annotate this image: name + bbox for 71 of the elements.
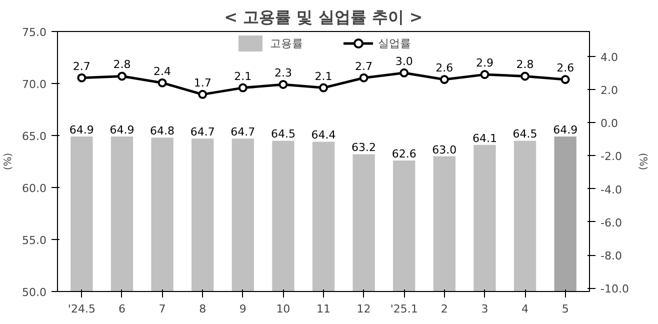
- data-label: 64.5: [270, 128, 296, 141]
- point: [520, 72, 530, 81]
- point: [319, 83, 328, 92]
- data-label: 64.8: [150, 124, 175, 138]
- data-label: 2.8: [516, 58, 534, 72]
- data-label: 64.7: [230, 126, 256, 139]
- x-tick-label: 11: [316, 302, 330, 316]
- y2-tick-label: -4.0: [600, 183, 622, 196]
- data-label: 2.1: [314, 70, 332, 83]
- data-label: 64.9: [553, 124, 578, 137]
- data-label: 62.6: [392, 147, 416, 160]
- point: [560, 75, 570, 84]
- x-tick-label: '24.5: [68, 302, 96, 316]
- chart-title: < 고용률 및 실업률 추이 >: [224, 8, 423, 26]
- y2-tick-label: 0.0: [600, 117, 618, 130]
- x-tick-label: 3: [481, 302, 488, 316]
- point: [117, 72, 126, 81]
- x-tick-label: 10: [276, 302, 290, 316]
- y-tick-label: 70.0: [22, 78, 47, 91]
- point: [198, 90, 208, 99]
- y2-tick-label: 4.0: [600, 50, 618, 64]
- data-label: 2.8: [113, 58, 131, 72]
- data-label: 2.4: [154, 64, 172, 78]
- y2-tick-label: -10.0: [600, 282, 629, 296]
- point: [238, 83, 248, 92]
- data-label: 63.2: [352, 141, 376, 154]
- point: [77, 73, 86, 82]
- data-label: 64.9: [69, 124, 94, 137]
- x-tick-label: 9: [239, 302, 246, 316]
- data-label: 2.7: [72, 60, 90, 73]
- x-tick-label: 8: [199, 302, 206, 316]
- data-label: 1.7: [194, 76, 212, 90]
- point: [480, 70, 490, 80]
- point: [278, 80, 288, 89]
- data-label: 64.1: [472, 132, 497, 145]
- y-tick-label: 50.0: [22, 286, 47, 299]
- data-label: 63.0: [432, 143, 457, 156]
- data-label: 64.4: [311, 128, 336, 142]
- data-label: 2.9: [476, 56, 494, 70]
- data-label: 64.7: [190, 126, 215, 139]
- y-tick-label: 65.0: [22, 130, 47, 143]
- y2-tick-label: 2.0: [600, 84, 618, 97]
- point: [359, 73, 368, 82]
- legend-label: 실업률: [378, 36, 411, 50]
- legend-label: 고용률: [270, 36, 303, 50]
- x-tick-label: 4: [522, 302, 529, 316]
- point: [440, 75, 449, 84]
- data-label: 2.6: [436, 62, 454, 75]
- x-tick-label: 5: [562, 302, 569, 316]
- x-tick-label: '25.1: [390, 302, 418, 316]
- data-label: 2.6: [556, 62, 574, 75]
- x-tick-label: 12: [356, 302, 371, 316]
- y-tick-label: 75.0: [22, 26, 47, 39]
- y2-tick-label: -2.0: [600, 150, 622, 164]
- y-axis-title: (%): [3, 152, 14, 170]
- data-label: 64.9: [110, 124, 134, 137]
- x-tick-label: 7: [158, 302, 166, 316]
- point: [158, 78, 167, 88]
- x-tick-label: 2: [440, 302, 448, 316]
- y2-tick-label: -6.0: [600, 216, 622, 230]
- y-tick-label: 55.0: [22, 234, 47, 247]
- x-tick-label: 6: [118, 302, 126, 316]
- y2-tick-label: -8.0: [600, 250, 622, 263]
- data-label: 2.3: [274, 66, 292, 80]
- y-tick-label: 60.0: [22, 182, 47, 195]
- data-label: 2.1: [234, 70, 252, 83]
- data-label: 3.0: [395, 54, 413, 68]
- data-label: 2.7: [355, 60, 373, 73]
- point: [400, 68, 409, 78]
- data-label: 64.5: [512, 128, 538, 141]
- y2-axis-title: (%): [636, 152, 648, 170]
